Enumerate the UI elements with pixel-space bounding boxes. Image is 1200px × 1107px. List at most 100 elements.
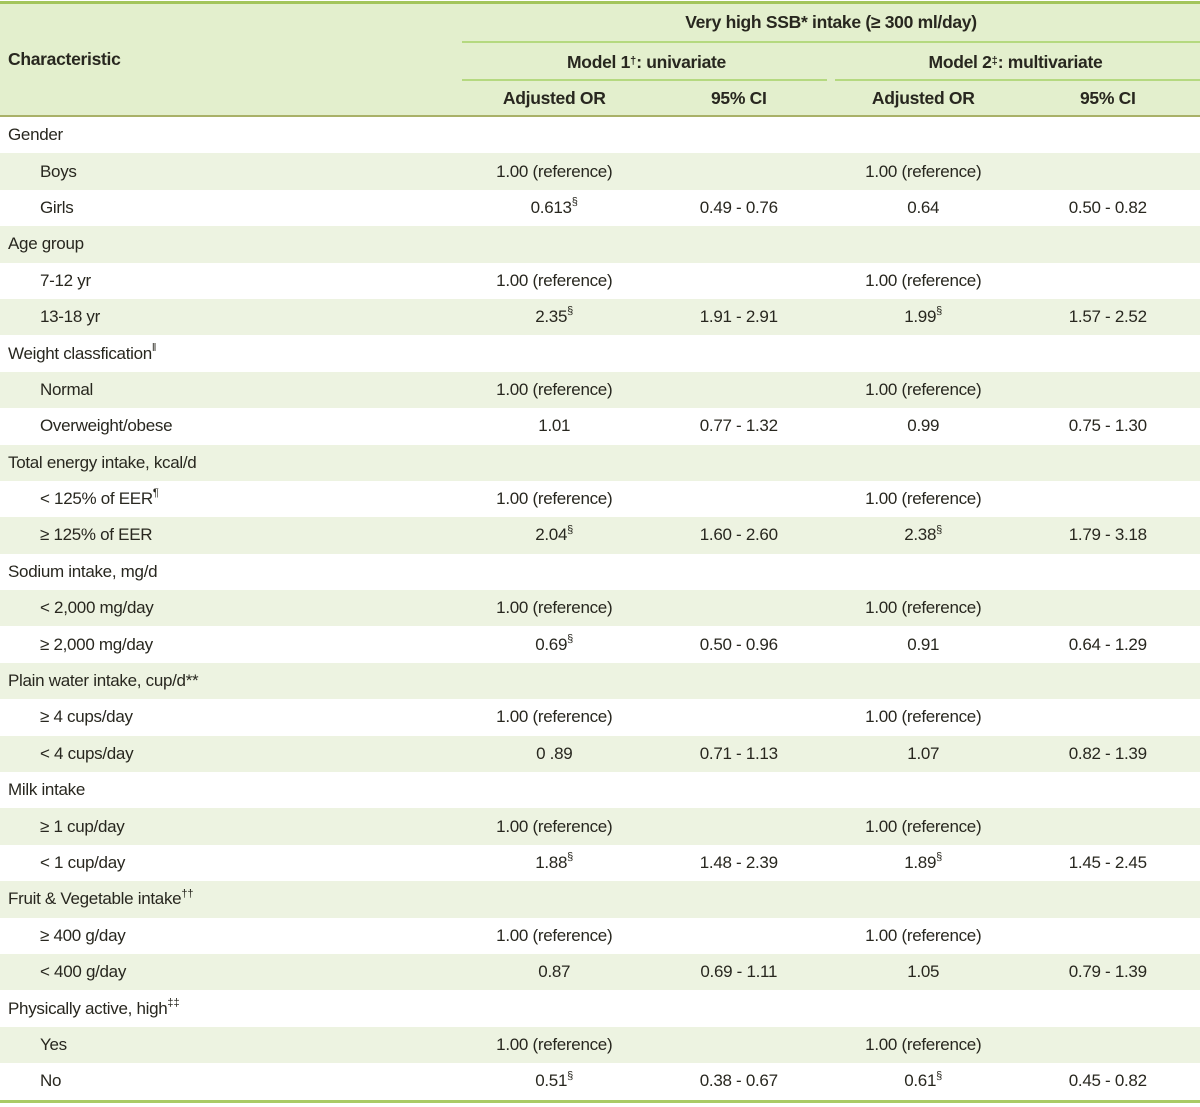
column-header-row: Adjusted OR 95% CI Adjusted OR 95% CI bbox=[462, 81, 1200, 115]
row-label: Sodium intake, mg/d bbox=[0, 562, 462, 582]
row-label: Normal bbox=[0, 380, 462, 400]
adjusted-or-cell: 1.00 (reference) bbox=[831, 926, 1016, 946]
row-label: ≥ 1 cup/day bbox=[0, 817, 462, 837]
adjusted-or-cell: 0.69§ bbox=[462, 635, 647, 655]
adjusted-or-cell: 2.04§ bbox=[462, 525, 647, 545]
adjusted-or-cell: 0.61§ bbox=[831, 1071, 1016, 1091]
row-label: Physically active, high‡‡ bbox=[0, 999, 462, 1019]
category-row: Physically active, high‡‡ bbox=[0, 990, 1200, 1026]
model1-label-suffix: : univariate bbox=[636, 52, 726, 73]
row-label: ≥ 400 g/day bbox=[0, 926, 462, 946]
adjusted-or-cell: 1.00 (reference) bbox=[462, 489, 647, 509]
row-label: < 4 cups/day bbox=[0, 744, 462, 764]
ci-cell: 1.79 - 3.18 bbox=[1016, 525, 1200, 545]
row-label: < 1 cup/day bbox=[0, 853, 462, 873]
model2-label: Model 2 bbox=[929, 52, 992, 73]
adjusted-or-cell: 1.05 bbox=[831, 962, 1016, 982]
adjusted-or-cell: 1.00 (reference) bbox=[462, 707, 647, 727]
ci-cell: 1.57 - 2.52 bbox=[1016, 307, 1200, 327]
adjusted-or-cell: 2.38§ bbox=[831, 525, 1016, 545]
model1-label: Model 1 bbox=[567, 52, 630, 73]
ci-cell: 1.60 - 2.60 bbox=[647, 525, 832, 545]
model2-label-suffix: : multivariate bbox=[998, 52, 1103, 73]
adjusted-or-cell: 1.00 (reference) bbox=[831, 707, 1016, 727]
model2-header: Model 2‡: multivariate bbox=[831, 43, 1200, 81]
ci-cell: 0.75 - 1.30 bbox=[1016, 416, 1200, 436]
ci-cell: 0.79 - 1.39 bbox=[1016, 962, 1200, 982]
ci-header: 95% CI bbox=[1016, 81, 1200, 115]
ci-cell: 1.91 - 2.91 bbox=[647, 307, 832, 327]
category-row: Milk intake bbox=[0, 772, 1200, 808]
adjusted-or-cell: 1.00 (reference) bbox=[462, 271, 647, 291]
ci-cell: 0.49 - 0.76 bbox=[647, 198, 832, 218]
characteristic-header: Characteristic bbox=[0, 4, 462, 115]
adjusted-or-cell: 1.00 (reference) bbox=[831, 1035, 1016, 1055]
category-row: Fruit & Vegetable intake†† bbox=[0, 881, 1200, 917]
ci-cell: 1.45 - 2.45 bbox=[1016, 853, 1200, 873]
row-label: Age group bbox=[0, 234, 462, 254]
category-row: Weight classfication‖ bbox=[0, 335, 1200, 371]
adjusted-or-cell: 0.87 bbox=[462, 962, 647, 982]
adjusted-or-cell: 0.613§ bbox=[462, 198, 647, 218]
adjusted-or-cell: 1.88§ bbox=[462, 853, 647, 873]
ci-cell: 0.64 - 1.29 bbox=[1016, 635, 1200, 655]
adjusted-or-cell: 1.01 bbox=[462, 416, 647, 436]
adjusted-or-cell: 1.00 (reference) bbox=[462, 380, 647, 400]
adjusted-or-cell: 1.00 (reference) bbox=[462, 926, 647, 946]
table-header: Characteristic Very high SSB* intake (≥ … bbox=[0, 1, 1200, 117]
ci-cell: 0.69 - 1.11 bbox=[647, 962, 832, 982]
row-label: Total energy intake, kcal/d bbox=[0, 453, 462, 473]
model1-header: Model 1†: univariate bbox=[462, 43, 831, 81]
row-label: Boys bbox=[0, 162, 462, 182]
row-label: Weight classfication‖ bbox=[0, 344, 462, 364]
model-header-row: Model 1†: univariate Model 2‡: multivari… bbox=[462, 43, 1200, 81]
adjusted-or-cell: 1.89§ bbox=[831, 853, 1016, 873]
category-row: Plain water intake, cup/d** bbox=[0, 663, 1200, 699]
ci-cell: 0.45 - 0.82 bbox=[1016, 1071, 1200, 1091]
adjusted-or-cell: 1.00 (reference) bbox=[462, 817, 647, 837]
row-label: 7-12 yr bbox=[0, 271, 462, 291]
ci-cell: 0.50 - 0.82 bbox=[1016, 198, 1200, 218]
adjusted-or-cell: 1.00 (reference) bbox=[831, 489, 1016, 509]
adjusted-or-cell: 0.91 bbox=[831, 635, 1016, 655]
adjusted-or-cell: 1.00 (reference) bbox=[831, 271, 1016, 291]
adjusted-or-cell: 1.00 (reference) bbox=[831, 598, 1016, 618]
ci-header: 95% CI bbox=[647, 81, 832, 115]
category-row: Age group bbox=[0, 226, 1200, 262]
row-label: ≥ 2,000 mg/day bbox=[0, 635, 462, 655]
adjusted-or-cell: 0.99 bbox=[831, 416, 1016, 436]
row-label: Fruit & Vegetable intake†† bbox=[0, 889, 462, 909]
category-row: Sodium intake, mg/d bbox=[0, 554, 1200, 590]
adjusted-or-cell: 1.00 (reference) bbox=[462, 162, 647, 182]
adjusted-or-cell: 0.51§ bbox=[462, 1071, 647, 1091]
ci-cell: 0.50 - 0.96 bbox=[647, 635, 832, 655]
table-header-right: Very high SSB* intake (≥ 300 ml/day) Mod… bbox=[462, 4, 1200, 115]
span-title-header: Very high SSB* intake (≥ 300 ml/day) bbox=[462, 4, 1200, 43]
row-label: Plain water intake, cup/d** bbox=[0, 671, 462, 691]
ci-cell: 0.77 - 1.32 bbox=[647, 416, 832, 436]
adjusted-or-cell: 1.00 (reference) bbox=[831, 380, 1016, 400]
category-row: Total energy intake, kcal/d bbox=[0, 445, 1200, 481]
adjusted-or-cell: 1.07 bbox=[831, 744, 1016, 764]
adjusted-or-header: Adjusted OR bbox=[831, 81, 1016, 115]
adjusted-or-cell: 0 .89 bbox=[462, 744, 647, 764]
row-label: < 2,000 mg/day bbox=[0, 598, 462, 618]
row-label: Overweight/obese bbox=[0, 416, 462, 436]
adjusted-or-cell: 0.64 bbox=[831, 198, 1016, 218]
adjusted-or-cell: 1.00 (reference) bbox=[831, 162, 1016, 182]
adjusted-or-cell: 1.00 (reference) bbox=[831, 817, 1016, 837]
row-label: ≥ 125% of EER bbox=[0, 525, 462, 545]
row-label: Girls bbox=[0, 198, 462, 218]
ci-cell: 0.71 - 1.13 bbox=[647, 744, 832, 764]
